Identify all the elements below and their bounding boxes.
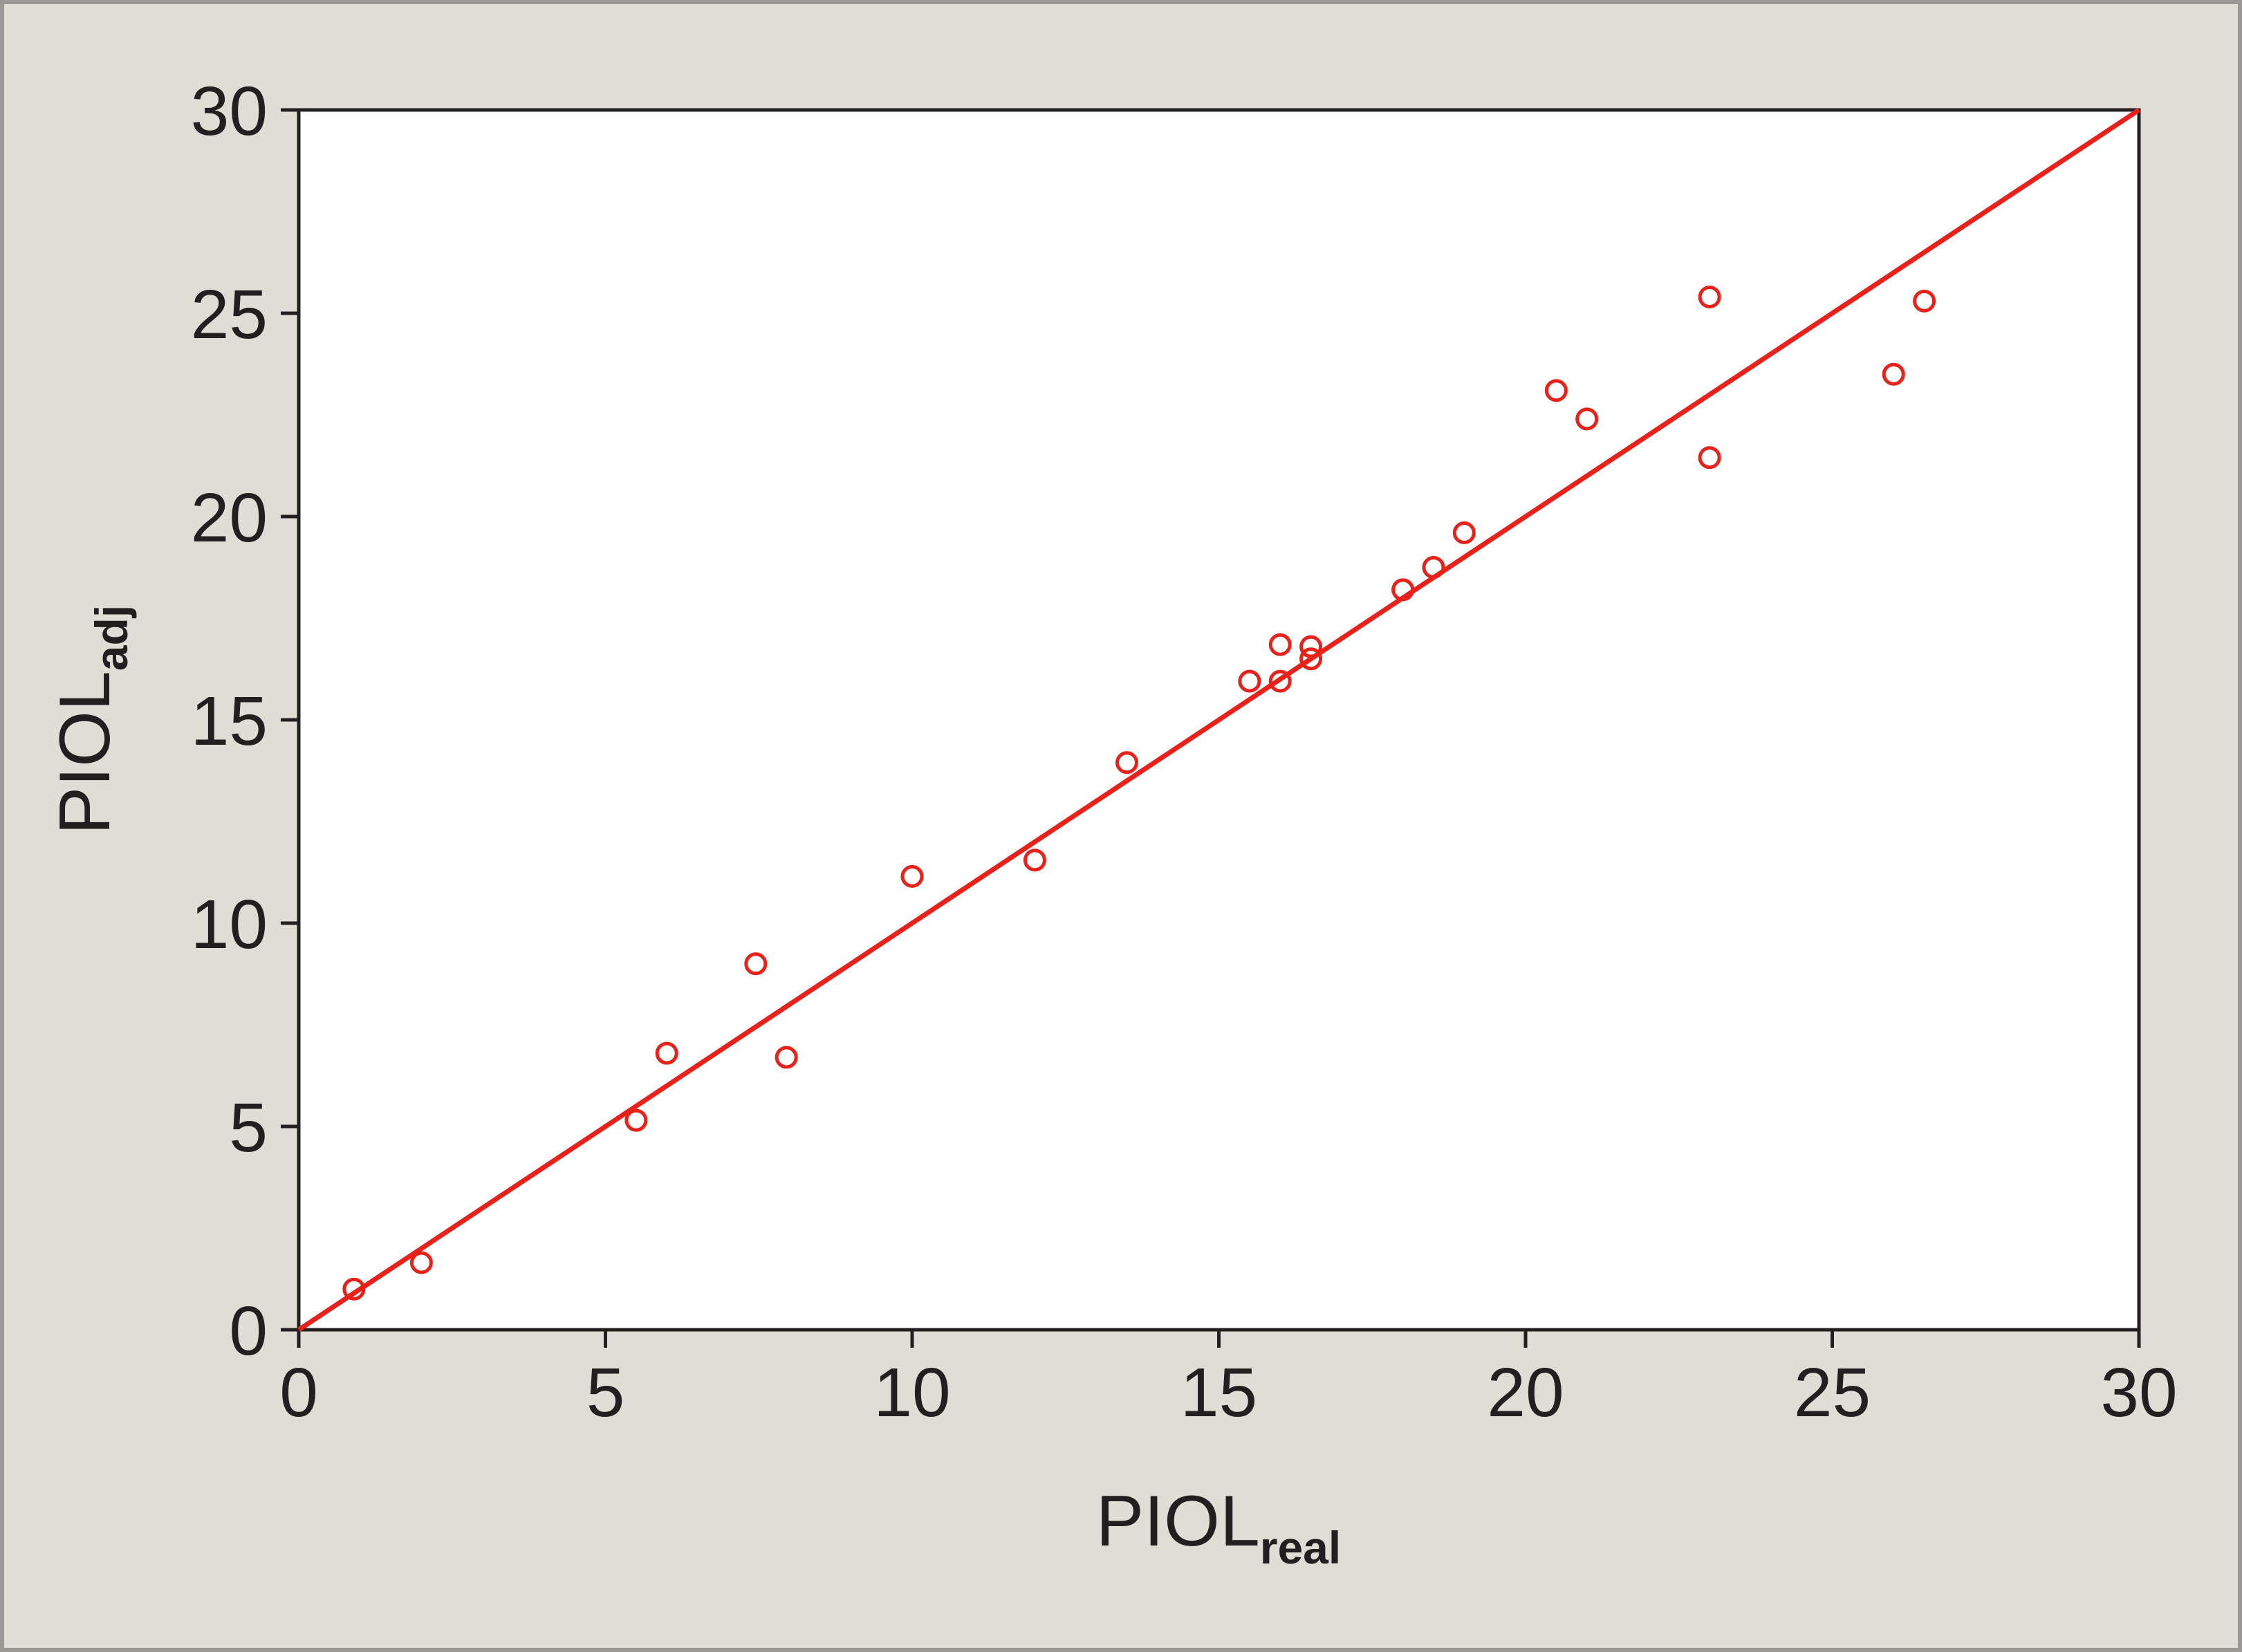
data-point (1268, 669, 1292, 693)
x-tick-label: 10 (873, 1354, 950, 1431)
y-tick-label: 30 (191, 73, 268, 150)
x-tick-label: 30 (2100, 1354, 2177, 1431)
y-tick-label: 0 (229, 1292, 268, 1370)
data-point (1913, 289, 1936, 313)
x-tick-label: 25 (1794, 1354, 1871, 1431)
x-tick-label: 20 (1487, 1354, 1564, 1431)
data-point (744, 952, 768, 976)
data-point (1882, 362, 1905, 386)
data-point (342, 1277, 366, 1301)
y-tick-label: 20 (191, 479, 268, 557)
data-point (1575, 407, 1599, 431)
data-point (1023, 848, 1046, 872)
x-label-sub: real (1260, 1522, 1341, 1573)
data-point (1115, 751, 1138, 774)
data-point (1422, 556, 1445, 579)
data-point (409, 1251, 433, 1274)
data-point (1238, 669, 1261, 693)
y-tick-label: 5 (229, 1089, 268, 1167)
data-point (1452, 521, 1476, 545)
y-tick-label: 15 (191, 683, 268, 760)
data-point (1544, 379, 1568, 402)
x-tick-label: 0 (279, 1354, 318, 1431)
data-point (1268, 633, 1292, 656)
y-label-main: PIOL (45, 671, 125, 835)
data-point (1698, 285, 1721, 308)
reference-line (297, 108, 2140, 1332)
data-point (655, 1041, 678, 1065)
data-point (1299, 647, 1323, 671)
y-axis-label: PIOLadj (45, 605, 137, 835)
data-point (775, 1046, 798, 1069)
x-tick-label: 15 (1180, 1354, 1257, 1431)
data-point (1299, 635, 1323, 658)
y-label-sub: adj (86, 605, 137, 671)
data-point (624, 1108, 648, 1132)
x-axis-label: PIOLreal (1096, 1481, 1341, 1573)
data-point (1391, 578, 1415, 602)
y-tick-label: 10 (191, 886, 268, 963)
y-tick-label: 25 (191, 276, 268, 353)
x-label-main: PIOL (1096, 1481, 1260, 1561)
x-tick-label: 5 (586, 1354, 625, 1431)
data-point (900, 864, 924, 888)
data-point (1698, 446, 1721, 470)
